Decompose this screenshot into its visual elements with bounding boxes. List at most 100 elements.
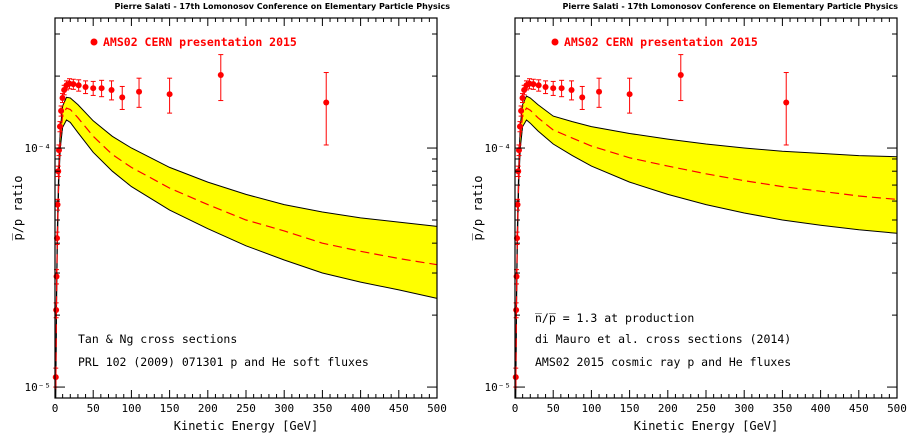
- point-marker: [512, 374, 519, 381]
- data-point: [56, 121, 63, 133]
- point-marker: [55, 147, 62, 154]
- x-tick-label: 450: [389, 402, 409, 415]
- axis-ticks: 0 50 100 150 200 250 300 350 400 450 500 10⁻⁵ 10⁻⁴: [25, 18, 447, 415]
- point-marker: [90, 85, 97, 92]
- data-point: [526, 78, 533, 90]
- x-tick-label: 50: [87, 402, 100, 415]
- x-tick-label: 100: [581, 402, 601, 415]
- point-marker: [596, 88, 603, 95]
- legend-label: AMS02 CERN presentation 2015: [564, 35, 758, 49]
- y-tick-label: 10⁻⁴: [25, 142, 52, 155]
- point-marker: [82, 84, 89, 91]
- x-tick-label: 400: [811, 402, 831, 415]
- data-point: [579, 85, 586, 110]
- point-marker: [56, 123, 63, 130]
- annotation-fluxes: PRL 102 (2009) 071301 p and He soft flux…: [78, 355, 369, 369]
- point-marker: [515, 147, 522, 154]
- x-tick-label: 500: [427, 402, 447, 415]
- x-tick-label: 150: [160, 402, 180, 415]
- point-marker: [166, 91, 173, 98]
- point-marker: [119, 94, 126, 101]
- point-marker: [783, 99, 790, 106]
- point-marker: [513, 307, 520, 314]
- point-marker: [70, 81, 77, 88]
- y-axis-label: p̅/p ratio: [11, 175, 25, 240]
- data-point: [119, 85, 126, 110]
- data-layer: [52, 54, 438, 399]
- y-tick-label: 10⁻⁴: [485, 142, 512, 155]
- annotation-fluxes: AMS02 2015 cosmic ray p and He fluxes: [535, 355, 791, 369]
- x-tick-label: 350: [312, 402, 332, 415]
- data-point: [58, 105, 65, 117]
- x-tick-label: 200: [198, 402, 218, 415]
- x-tick-label: 100: [121, 402, 141, 415]
- x-tick-label: 500: [887, 402, 907, 415]
- panel-header: Pierre Salati - 17th Lomonosov Conferenc…: [115, 2, 451, 11]
- data-point: [136, 77, 143, 108]
- point-marker: [75, 82, 82, 89]
- data-point: [59, 93, 66, 104]
- data-point: [98, 79, 105, 98]
- x-axis-label: Kinetic Energy [GeV]: [634, 419, 779, 433]
- data-point: [323, 72, 330, 146]
- point-marker: [558, 85, 565, 92]
- x-tick-label: 150: [620, 402, 640, 415]
- x-tick-label: 300: [734, 402, 754, 415]
- point-marker: [542, 84, 549, 91]
- annotation-ratio: n̅/p̅ = 1.3 at production: [535, 311, 694, 325]
- data-point: [166, 77, 173, 114]
- point-marker: [530, 81, 537, 88]
- data-point: [52, 367, 59, 388]
- x-tick-label: 200: [658, 402, 678, 415]
- panel-header: Pierre Salati - 17th Lomonosov Conferenc…: [563, 2, 899, 11]
- data-point: [677, 54, 684, 102]
- point-marker: [52, 374, 59, 381]
- x-tick-label: 0: [512, 402, 519, 415]
- data-point: [90, 80, 97, 96]
- x-axis-label: Kinetic Energy [GeV]: [174, 419, 319, 433]
- x-tick-label: 250: [236, 402, 256, 415]
- data-point: [542, 80, 549, 95]
- y-tick-label: 10⁻⁵: [485, 381, 512, 394]
- data-point: [550, 80, 557, 96]
- point-marker: [514, 201, 521, 208]
- point-marker: [136, 88, 143, 95]
- data-point: [518, 105, 525, 117]
- point-marker: [217, 72, 224, 79]
- point-marker: [568, 86, 575, 93]
- point-marker: [59, 94, 66, 101]
- annotation-cross-sections: Tan & Ng cross sections: [78, 332, 237, 346]
- axis-ticks: 0 50 100 150 200 250 300 350 400 450 500 10⁻⁵ 10⁻⁴: [485, 18, 907, 415]
- data-point: [515, 144, 522, 157]
- data-layer: [512, 54, 898, 399]
- data-point: [626, 77, 633, 114]
- data-point: [55, 144, 62, 157]
- data-point: [596, 77, 603, 108]
- x-tick-label: 400: [351, 402, 371, 415]
- point-marker: [519, 94, 526, 101]
- data-point: [568, 80, 575, 101]
- data-point: [54, 198, 61, 211]
- data-point: [514, 198, 521, 211]
- data-point: [516, 121, 523, 133]
- chart-panel-left: Pierre Salati - 17th Lomonosov Conferenc…: [11, 2, 450, 433]
- legend-label: AMS02 CERN presentation 2015: [103, 35, 297, 49]
- y-axis-label: p̅/p ratio: [471, 175, 485, 240]
- central-dashed-line: [515, 107, 898, 390]
- x-tick-label: 450: [849, 402, 869, 415]
- x-tick-label: 0: [52, 402, 59, 415]
- point-marker: [516, 123, 523, 130]
- data-point: [530, 78, 537, 90]
- data-point: [512, 367, 519, 388]
- data-point: [535, 79, 542, 92]
- uncertainty-band: [515, 96, 897, 398]
- point-marker: [54, 201, 61, 208]
- data-point: [217, 54, 224, 102]
- y-tick-label: 10⁻⁵: [25, 381, 52, 394]
- point-marker: [579, 94, 586, 101]
- point-marker: [535, 82, 542, 89]
- data-point: [82, 80, 89, 95]
- point-marker: [550, 85, 557, 92]
- point-marker: [58, 107, 65, 114]
